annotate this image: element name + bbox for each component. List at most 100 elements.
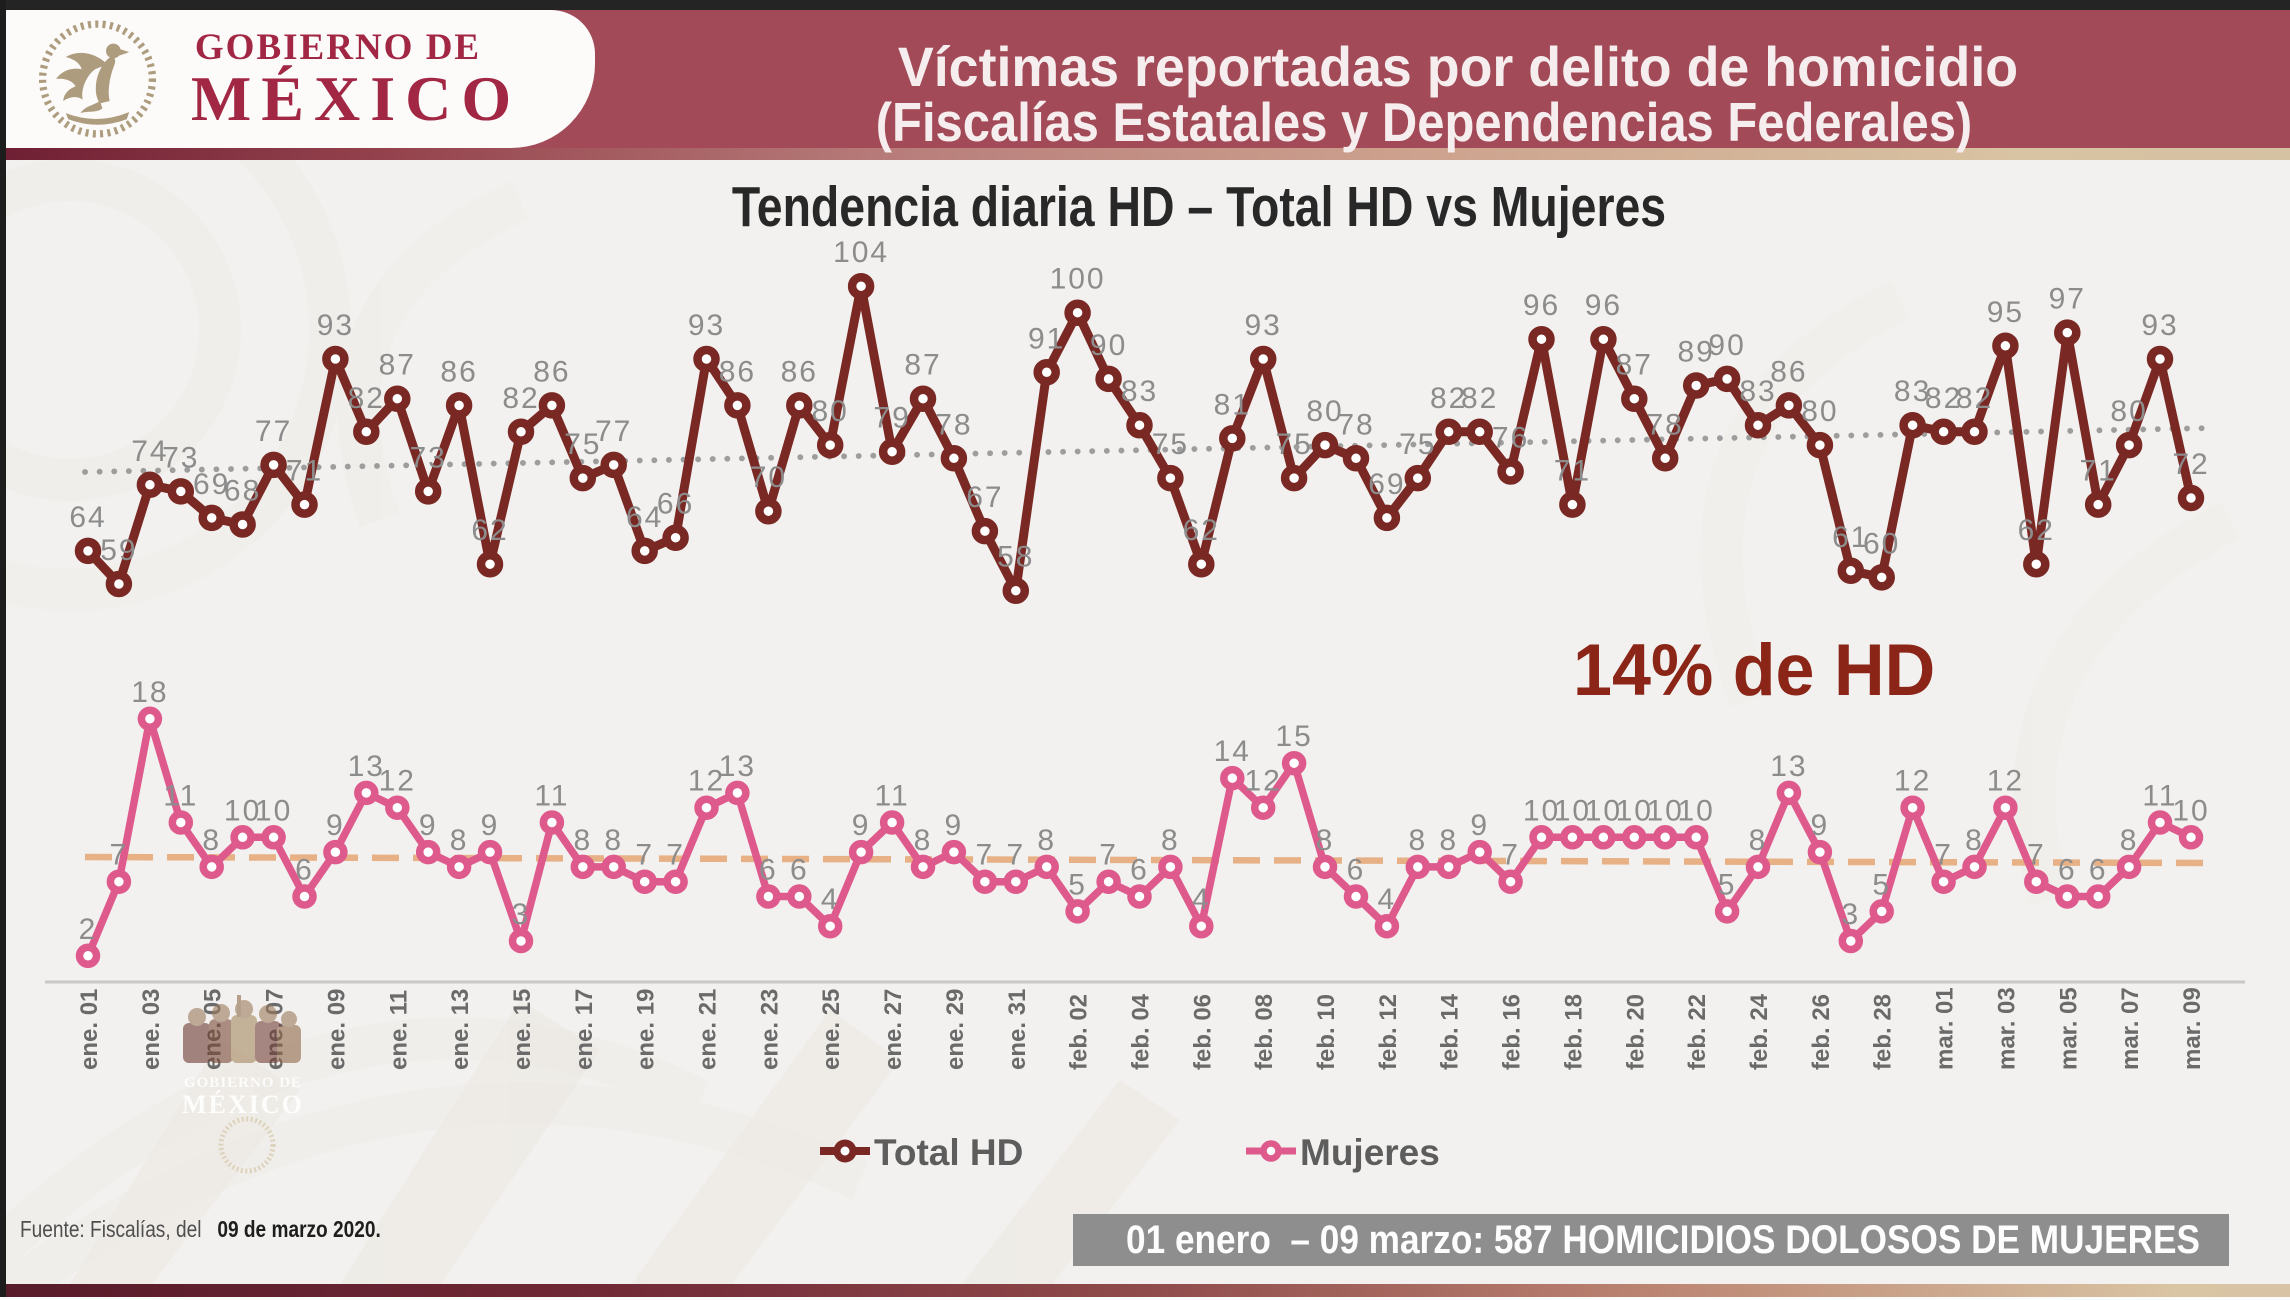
svg-text:10: 10 xyxy=(1585,794,1622,827)
svg-text:93: 93 xyxy=(2141,309,2178,342)
svg-text:8: 8 xyxy=(1037,824,1056,857)
svg-text:87: 87 xyxy=(904,349,941,382)
svg-text:MÉXICO: MÉXICO xyxy=(182,1090,304,1119)
svg-text:feb. 16: feb. 16 xyxy=(1499,994,1526,1070)
svg-text:10: 10 xyxy=(224,794,261,827)
svg-text:14: 14 xyxy=(1214,735,1251,768)
svg-text:68: 68 xyxy=(224,475,261,508)
svg-text:6: 6 xyxy=(295,854,314,887)
svg-text:70: 70 xyxy=(750,461,787,494)
svg-text:82: 82 xyxy=(1925,382,1962,415)
svg-text:12: 12 xyxy=(379,765,416,798)
svg-text:90: 90 xyxy=(1090,329,1127,362)
svg-text:12: 12 xyxy=(1894,765,1931,798)
svg-text:7: 7 xyxy=(666,839,685,872)
svg-text:61: 61 xyxy=(1832,521,1869,554)
svg-text:6: 6 xyxy=(1347,854,1366,887)
svg-text:73: 73 xyxy=(162,441,199,474)
svg-text:78: 78 xyxy=(1647,408,1684,441)
svg-text:75: 75 xyxy=(1275,428,1312,461)
svg-text:12: 12 xyxy=(1987,765,2024,798)
svg-text:71: 71 xyxy=(2080,455,2117,488)
svg-text:95: 95 xyxy=(1987,296,2024,329)
svg-text:9: 9 xyxy=(326,809,345,842)
svg-text:6: 6 xyxy=(2089,854,2108,887)
svg-text:7: 7 xyxy=(1099,839,1118,872)
svg-text:ene. 31: ene. 31 xyxy=(1004,989,1031,1070)
svg-text:mar. 05: mar. 05 xyxy=(2055,987,2082,1070)
svg-text:15: 15 xyxy=(1275,720,1312,753)
svg-text:10: 10 xyxy=(1616,794,1653,827)
svg-text:7: 7 xyxy=(110,839,129,872)
svg-text:78: 78 xyxy=(1337,408,1374,441)
svg-text:62: 62 xyxy=(2018,514,2055,547)
svg-text:80: 80 xyxy=(812,395,849,428)
svg-text:ene. 25: ene. 25 xyxy=(818,989,845,1070)
svg-text:10: 10 xyxy=(2172,794,2209,827)
svg-text:3: 3 xyxy=(512,898,531,931)
svg-text:86: 86 xyxy=(781,355,818,388)
svg-text:feb. 02: feb. 02 xyxy=(1066,994,1093,1070)
svg-text:82: 82 xyxy=(348,382,385,415)
svg-text:ene. 01: ene. 01 xyxy=(76,989,103,1070)
svg-text:11: 11 xyxy=(163,780,198,813)
svg-text:ene. 19: ene. 19 xyxy=(633,989,660,1070)
svg-text:73: 73 xyxy=(410,441,447,474)
svg-text:7: 7 xyxy=(2027,839,2046,872)
svg-text:64: 64 xyxy=(69,501,106,534)
svg-text:feb. 18: feb. 18 xyxy=(1560,994,1587,1070)
svg-text:8: 8 xyxy=(450,824,469,857)
svg-text:12: 12 xyxy=(1245,765,1282,798)
svg-text:5: 5 xyxy=(1872,868,1891,901)
svg-text:82: 82 xyxy=(1430,382,1467,415)
svg-text:8: 8 xyxy=(1408,824,1427,857)
svg-text:ene. 17: ene. 17 xyxy=(571,989,598,1070)
svg-text:72: 72 xyxy=(2172,448,2209,481)
svg-text:feb. 14: feb. 14 xyxy=(1437,993,1464,1070)
svg-text:77: 77 xyxy=(595,415,632,448)
svg-text:87: 87 xyxy=(1616,349,1653,382)
svg-text:Total HD: Total HD xyxy=(874,1135,1023,1173)
svg-text:ene. 23: ene. 23 xyxy=(756,989,783,1070)
svg-text:6: 6 xyxy=(759,854,778,887)
svg-text:6: 6 xyxy=(1130,854,1149,887)
svg-text:83: 83 xyxy=(1739,375,1776,408)
svg-text:8: 8 xyxy=(202,824,221,857)
svg-text:80: 80 xyxy=(1801,395,1838,428)
svg-text:8: 8 xyxy=(914,824,933,857)
svg-text:9: 9 xyxy=(852,809,871,842)
svg-text:86: 86 xyxy=(719,355,756,388)
svg-text:feb. 12: feb. 12 xyxy=(1375,994,1402,1070)
svg-text:93: 93 xyxy=(317,309,354,342)
svg-text:ene. 21: ene. 21 xyxy=(695,989,722,1070)
svg-text:81: 81 xyxy=(1214,388,1251,421)
svg-text:62: 62 xyxy=(471,514,508,547)
svg-text:feb. 24: feb. 24 xyxy=(1746,993,1773,1070)
svg-text:100: 100 xyxy=(1050,263,1106,296)
svg-text:82: 82 xyxy=(1461,382,1498,415)
svg-text:2: 2 xyxy=(79,913,98,946)
svg-text:GOBIERNO DE: GOBIERNO DE xyxy=(184,1075,302,1091)
svg-text:4: 4 xyxy=(1378,883,1397,916)
svg-text:60: 60 xyxy=(1863,527,1900,560)
svg-text:9: 9 xyxy=(419,809,438,842)
svg-text:7: 7 xyxy=(1501,839,1520,872)
svg-text:feb. 22: feb. 22 xyxy=(1684,994,1711,1070)
svg-text:12: 12 xyxy=(688,765,725,798)
svg-text:82: 82 xyxy=(502,382,539,415)
svg-text:mar. 07: mar. 07 xyxy=(2117,987,2144,1070)
svg-text:4: 4 xyxy=(821,883,840,916)
svg-text:71: 71 xyxy=(1554,455,1591,488)
svg-text:4: 4 xyxy=(1192,883,1211,916)
svg-text:11: 11 xyxy=(875,780,910,813)
svg-text:78: 78 xyxy=(935,408,972,441)
svg-text:6: 6 xyxy=(790,854,809,887)
svg-text:13: 13 xyxy=(719,750,756,783)
svg-text:ene. 27: ene. 27 xyxy=(880,989,907,1070)
svg-text:10: 10 xyxy=(255,794,292,827)
svg-text:96: 96 xyxy=(1585,289,1622,322)
svg-text:Mujeres: Mujeres xyxy=(1300,1135,1440,1173)
svg-text:ene. 03: ene. 03 xyxy=(138,989,165,1070)
svg-text:feb. 10: feb. 10 xyxy=(1313,994,1340,1070)
svg-text:80: 80 xyxy=(2110,395,2147,428)
